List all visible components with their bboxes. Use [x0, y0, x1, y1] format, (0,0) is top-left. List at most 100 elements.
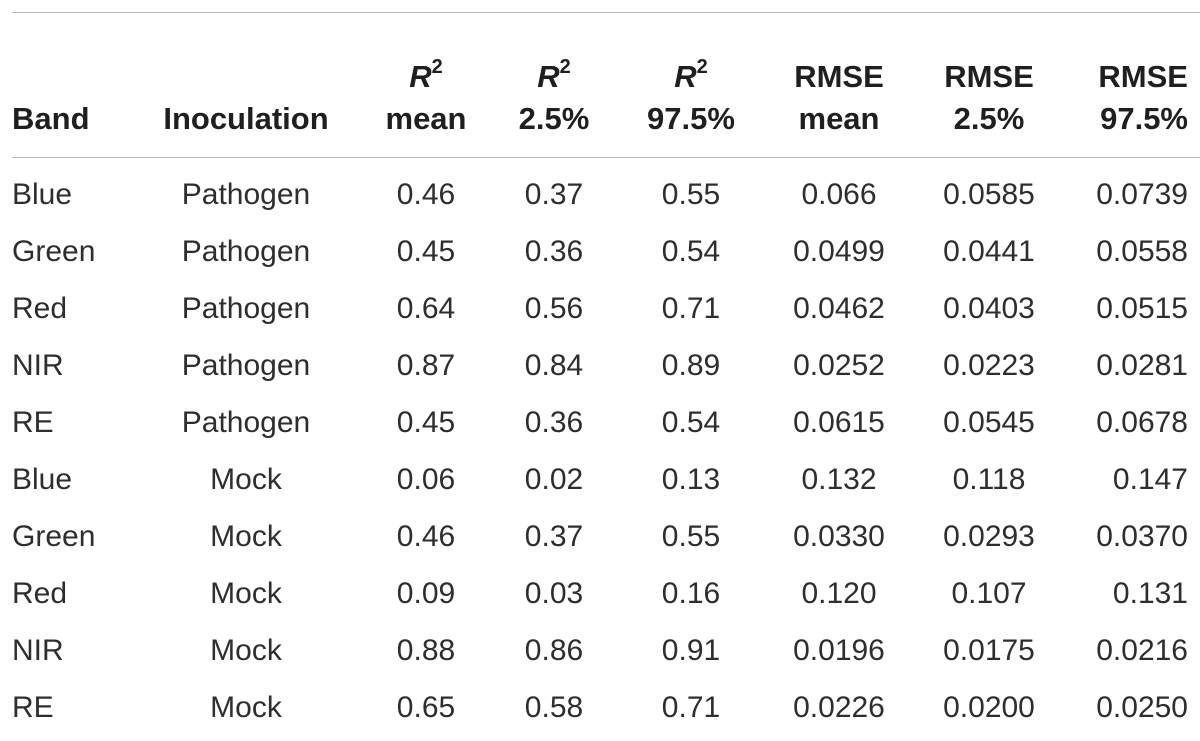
- header-r2-2-5: R2 2.5%: [518, 56, 590, 136]
- cell-rmse-97-5: 0.0250: [1096, 691, 1188, 724]
- cell-r2-97-5: 0.71: [661, 691, 721, 724]
- cell-r2-mean: 0.45: [396, 235, 456, 268]
- cell-r2-2-5: 0.86: [524, 634, 584, 667]
- cell-band: Red: [12, 577, 68, 610]
- cell-rmse-2-5: 0.107: [951, 577, 1027, 610]
- cell-band: NIR: [12, 634, 64, 667]
- table-header-rule: [12, 157, 1200, 158]
- cell-r2-mean: 0.46: [396, 520, 456, 553]
- table-row: Green Mock 0.46 0.37 0.55 0.0330 0.0293 0.0370: [12, 508, 1188, 565]
- cell-rmse-2-5: 0.0441: [943, 235, 1035, 268]
- cell-r2-mean: 0.87: [396, 349, 456, 382]
- cell-r2-2-5: 0.56: [524, 292, 584, 325]
- table-row: Red Pathogen 0.64 0.56 0.71 0.0462 0.0403 0.051…: [12, 280, 1188, 337]
- cell-r2-mean: 0.45: [396, 406, 456, 439]
- table-row: Green Pathogen 0.45 0.36 0.54 0.0499 0.0441 0.0…: [12, 223, 1188, 280]
- cell-r2-97-5: 0.91: [661, 634, 721, 667]
- table-top-rule: [12, 12, 1200, 13]
- table-row: Blue Mock 0.06 0.02 0.13 0.132 0.118 0.147: [12, 451, 1188, 508]
- cell-r2-mean: 0.88: [396, 634, 456, 667]
- header-band: Band: [12, 101, 90, 136]
- cell-r2-2-5: 0.02: [524, 463, 584, 496]
- cell-r2-mean: 0.46: [396, 178, 456, 211]
- cell-r2-2-5: 0.36: [524, 406, 584, 439]
- cell-rmse-2-5: 0.118: [952, 463, 1026, 496]
- cell-r2-97-5: 0.13: [661, 463, 721, 496]
- cell-rmse-97-5: 0.0370: [1096, 520, 1188, 553]
- header-rmse-mean: RMSE mean: [794, 59, 884, 136]
- header-r2-97-5: R2 97.5%: [647, 56, 735, 136]
- cell-r2-97-5: 0.55: [661, 178, 721, 211]
- cell-band: Blue: [12, 178, 73, 211]
- cell-rmse-2-5: 0.0200: [943, 691, 1035, 724]
- cell-inoculation: Pathogen: [181, 406, 311, 439]
- cell-rmse-2-5: 0.0223: [943, 349, 1035, 382]
- results-table: Band Inoculation R2 mean R2 2.5% R2 97.5…: [12, 40, 1188, 736]
- cell-inoculation: Pathogen: [181, 235, 311, 268]
- cell-inoculation: Pathogen: [181, 178, 311, 211]
- cell-rmse-mean: 0.132: [801, 463, 877, 496]
- cell-rmse-97-5: 0.0281: [1096, 349, 1188, 382]
- cell-inoculation: Pathogen: [181, 349, 311, 382]
- cell-band: Green: [12, 520, 96, 553]
- cell-r2-97-5: 0.71: [661, 292, 721, 325]
- cell-band: NIR: [12, 349, 64, 382]
- table-row: Red Mock 0.09 0.03 0.16 0.120 0.107 0.131: [12, 565, 1188, 622]
- cell-r2-97-5: 0.54: [661, 406, 721, 439]
- table-row: NIR Pathogen 0.87 0.84 0.89 0.0252 0.0223 0.028…: [12, 337, 1188, 394]
- header-row: Band Inoculation R2 mean R2 2.5% R2 97.5…: [12, 40, 1188, 140]
- cell-rmse-97-5: 0.0216: [1096, 634, 1188, 667]
- cell-rmse-97-5: 0.0515: [1096, 292, 1188, 325]
- cell-rmse-mean: 0.0499: [793, 235, 885, 268]
- cell-rmse-mean: 0.0226: [793, 691, 885, 724]
- cell-band: RE: [12, 406, 54, 439]
- cell-r2-mean: 0.09: [396, 577, 456, 610]
- cell-inoculation: Mock: [210, 691, 282, 724]
- cell-r2-mean: 0.65: [396, 691, 456, 724]
- cell-rmse-mean: 0.120: [801, 577, 877, 610]
- cell-inoculation: Mock: [210, 463, 282, 496]
- cell-rmse-2-5: 0.0585: [943, 178, 1035, 211]
- header-r2-mean: R2 mean: [385, 56, 467, 136]
- cell-band: Green: [12, 235, 96, 268]
- cell-r2-97-5: 0.55: [661, 520, 721, 553]
- cell-band: Red: [12, 292, 68, 325]
- cell-r2-97-5: 0.54: [661, 235, 721, 268]
- cell-r2-2-5: 0.36: [524, 235, 584, 268]
- cell-rmse-mean: 0.0615: [793, 406, 885, 439]
- cell-rmse-97-5: 0.0558: [1096, 235, 1188, 268]
- cell-inoculation: Mock: [210, 634, 282, 667]
- table-row: NIR Mock 0.88 0.86 0.91 0.0196 0.0175 0.0216: [12, 622, 1188, 679]
- cell-rmse-mean: 0.0196: [793, 634, 885, 667]
- cell-inoculation: Mock: [210, 577, 282, 610]
- cell-rmse-mean: 0.066: [801, 178, 877, 211]
- cell-rmse-2-5: 0.0293: [943, 520, 1035, 553]
- cell-r2-97-5: 0.89: [661, 349, 721, 382]
- cell-rmse-97-5: 0.131: [1112, 577, 1188, 610]
- cell-rmse-mean: 0.0462: [793, 292, 885, 325]
- header-rmse-2-5: RMSE 2.5%: [944, 59, 1034, 136]
- cell-inoculation: Pathogen: [181, 292, 311, 325]
- cell-rmse-mean: 0.0252: [793, 349, 885, 382]
- cell-rmse-97-5: 0.147: [1112, 463, 1188, 496]
- header-inoculation: Inoculation: [163, 101, 329, 136]
- cell-rmse-2-5: 0.0403: [943, 292, 1035, 325]
- cell-r2-2-5: 0.03: [524, 577, 584, 610]
- header-spacer: [12, 140, 1188, 166]
- cell-r2-mean: 0.06: [396, 463, 456, 496]
- cell-r2-2-5: 0.37: [524, 520, 584, 553]
- cell-r2-2-5: 0.37: [524, 178, 584, 211]
- cell-rmse-97-5: 0.0739: [1096, 178, 1188, 211]
- cell-inoculation: Mock: [210, 520, 282, 553]
- cell-rmse-2-5: 0.0175: [943, 634, 1035, 667]
- cell-r2-2-5: 0.58: [524, 691, 584, 724]
- cell-band: RE: [12, 691, 54, 724]
- header-rmse-97-5: RMSE 97.5%: [1098, 59, 1188, 136]
- cell-r2-97-5: 0.16: [661, 577, 721, 610]
- cell-r2-2-5: 0.84: [524, 349, 584, 382]
- cell-rmse-mean: 0.0330: [793, 520, 885, 553]
- cell-rmse-97-5: 0.0678: [1096, 406, 1188, 439]
- table-row: RE Pathogen 0.45 0.36 0.54 0.0615 0.0545 0.0678: [12, 394, 1188, 451]
- cell-r2-mean: 0.64: [396, 292, 456, 325]
